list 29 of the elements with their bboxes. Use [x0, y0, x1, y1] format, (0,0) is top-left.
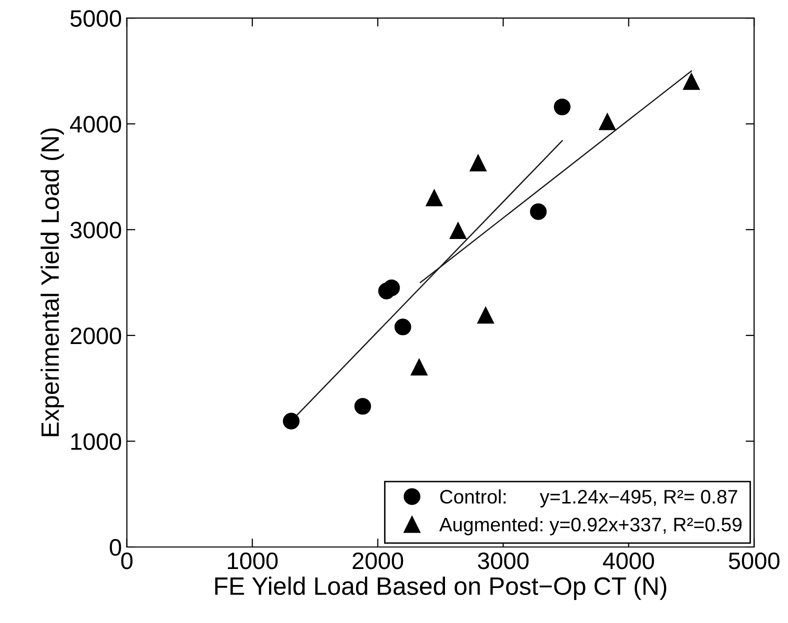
y-tick-label: 2000	[70, 327, 122, 344]
x-tick-label: 2000	[352, 552, 404, 570]
y-tick-label: 4000	[70, 116, 122, 133]
point	[477, 306, 494, 324]
point	[470, 154, 486, 172]
legend-label: Control: y=1.24x−495, R²= 0.87	[440, 489, 738, 508]
point	[530, 203, 547, 220]
point	[282, 412, 300, 430]
point	[450, 222, 466, 240]
point	[599, 113, 616, 130]
x-axis-title: FE Yield Load Based on Post−Op CT (N)	[215, 576, 666, 600]
y-tick-label: 0	[110, 539, 122, 556]
point	[426, 190, 443, 206]
y-tick-label: 5000	[70, 10, 122, 27]
point	[383, 279, 400, 296]
x-tick-label: 0	[121, 552, 133, 570]
point	[394, 318, 412, 336]
legend-label: Augmented: y=0.92x+337, R²=0.59	[439, 517, 742, 536]
point	[354, 398, 372, 415]
point	[554, 98, 571, 116]
y-tick-label: 1000	[71, 433, 122, 450]
y-axis-title: Experimental Yield Load (N)	[40, 128, 64, 436]
point	[683, 73, 700, 90]
point	[410, 358, 428, 376]
x-tick-label: 5000	[728, 552, 780, 570]
y-tick-label: 3000	[70, 222, 122, 238]
x-tick-label: 4000	[602, 552, 654, 570]
x-tick-label: 3000	[478, 552, 529, 570]
x-tick-label: 1000	[228, 552, 278, 570]
